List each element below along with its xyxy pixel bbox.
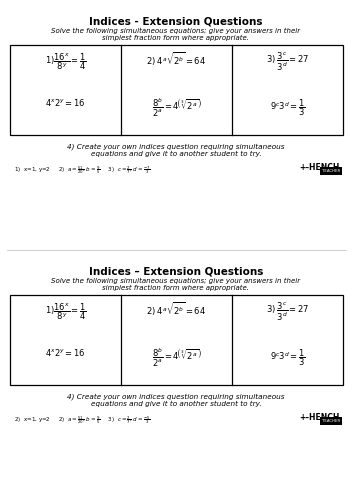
Text: simplest fraction form where appropriate.: simplest fraction form where appropriate…	[102, 285, 250, 291]
Text: Indices – Extension Questions: Indices – Extension Questions	[89, 266, 263, 276]
Text: 1)  x=1, y=2     2)  $a=\frac{51}{20}, b=\frac{9}{5}$     3)  $c=\frac{2}{7}, d=: 1) x=1, y=2 2) $a=\frac{51}{20}, b=\frac…	[14, 164, 151, 175]
Bar	[10, 45, 343, 135]
Text: $2)\;4^a\sqrt{2^b} = 64$: $2)\;4^a\sqrt{2^b} = 64$	[146, 301, 207, 318]
Text: equations and give it to another student to try.: equations and give it to another student…	[91, 151, 261, 157]
Text: $9^c 3^d = \dfrac{1}{3}$: $9^c 3^d = \dfrac{1}{3}$	[270, 347, 305, 368]
Text: simplest fraction form where appropriate.: simplest fraction form where appropriate…	[102, 35, 250, 41]
Text: $9^c 3^d = \dfrac{1}{3}$: $9^c 3^d = \dfrac{1}{3}$	[270, 97, 305, 117]
Text: TEACHER: TEACHER	[322, 419, 340, 423]
Text: +–HENCH: +–HENCH	[300, 413, 340, 422]
Text: $3)\;\dfrac{3^c}{3^d} = 27$: $3)\;\dfrac{3^c}{3^d} = 27$	[266, 301, 309, 323]
Text: Solve the following simultaneous equations; give your answers in their: Solve the following simultaneous equatio…	[52, 28, 300, 34]
Text: 4) Create your own indices question requiring simultaneous: 4) Create your own indices question requ…	[67, 143, 285, 150]
Text: $\dfrac{8^b}{2^a} = 4\!\left(\sqrt[3]{2^a}\right)$: $\dfrac{8^b}{2^a} = 4\!\left(\sqrt[3]{2^…	[152, 97, 201, 119]
Text: 4) Create your own indices question requiring simultaneous: 4) Create your own indices question requ…	[67, 393, 285, 400]
Text: equations and give it to another student to try.: equations and give it to another student…	[91, 401, 261, 407]
Text: $3)\;\dfrac{3^c}{3^d} = 27$: $3)\;\dfrac{3^c}{3^d} = 27$	[266, 51, 309, 73]
Text: +–HENCH: +–HENCH	[300, 163, 340, 172]
Text: $4^x 2^y = 16$: $4^x 2^y = 16$	[45, 97, 86, 108]
Text: $1)\dfrac{16^x}{8^y} = \dfrac{1}{4}$: $1)\dfrac{16^x}{8^y} = \dfrac{1}{4}$	[44, 301, 86, 322]
Bar	[10, 295, 343, 385]
Text: $4^x 2^y = 16$: $4^x 2^y = 16$	[45, 347, 86, 358]
Text: $1)\dfrac{16^x}{8^y} = \dfrac{1}{4}$: $1)\dfrac{16^x}{8^y} = \dfrac{1}{4}$	[44, 51, 86, 72]
Text: $2)\;4^a\sqrt{2^b} = 64$: $2)\;4^a\sqrt{2^b} = 64$	[146, 51, 207, 68]
Text: Solve the following simultaneous equations; give your answers in their: Solve the following simultaneous equatio…	[52, 278, 300, 284]
Text: TEACHER: TEACHER	[322, 169, 340, 173]
Text: $\dfrac{8^b}{2^a} = 4\!\left(\sqrt[3]{2^a}\right)$: $\dfrac{8^b}{2^a} = 4\!\left(\sqrt[3]{2^…	[152, 347, 201, 369]
Text: 2)  x=1, y=2     2)  $a=\frac{51}{20}, b=\frac{9}{5}$     3)  $c=\frac{2}{7}, d=: 2) x=1, y=2 2) $a=\frac{51}{20}, b=\frac…	[14, 414, 151, 426]
Text: Indices - Extension Questions: Indices - Extension Questions	[89, 16, 263, 26]
